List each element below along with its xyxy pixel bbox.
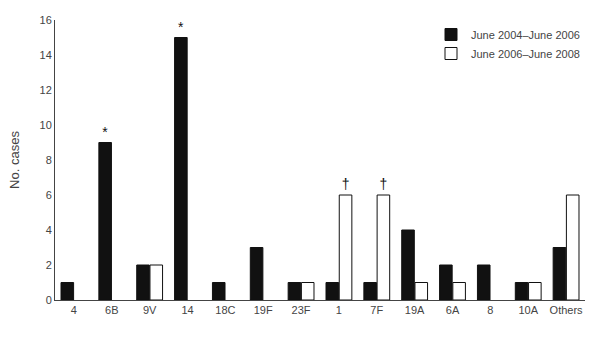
svg-text:6: 6	[46, 189, 52, 201]
svg-text:10: 10	[40, 119, 52, 131]
svg-text:18C: 18C	[215, 304, 235, 316]
svg-text:9V: 9V	[143, 304, 157, 316]
svg-text:10A: 10A	[518, 304, 538, 316]
svg-text:8: 8	[46, 154, 52, 166]
svg-text:6A: 6A	[446, 304, 460, 316]
svg-text:19A: 19A	[405, 304, 425, 316]
svg-text:June 2006–June 2008: June 2006–June 2008	[471, 48, 580, 60]
svg-text:†: †	[380, 176, 388, 192]
svg-text:Others: Others	[550, 304, 584, 316]
svg-text:14: 14	[40, 49, 52, 61]
svg-text:16: 16	[40, 14, 52, 26]
svg-text:12: 12	[40, 84, 52, 96]
svg-text:19F: 19F	[254, 304, 273, 316]
svg-text:*: *	[102, 124, 108, 140]
svg-text:†: †	[342, 176, 350, 192]
svg-text:4: 4	[46, 224, 52, 236]
svg-text:0: 0	[46, 294, 52, 306]
svg-text:4: 4	[71, 304, 77, 316]
svg-text:June 2004–June 2006: June 2004–June 2006	[471, 29, 580, 41]
svg-text:6B: 6B	[105, 304, 118, 316]
svg-text:7F: 7F	[370, 304, 383, 316]
svg-text:23F: 23F	[292, 304, 311, 316]
svg-text:8: 8	[487, 304, 493, 316]
svg-text:1: 1	[336, 304, 342, 316]
svg-text:No. cases: No. cases	[7, 131, 22, 189]
svg-text:2: 2	[46, 259, 52, 271]
svg-text:*: *	[178, 19, 184, 35]
svg-text:14: 14	[181, 304, 193, 316]
